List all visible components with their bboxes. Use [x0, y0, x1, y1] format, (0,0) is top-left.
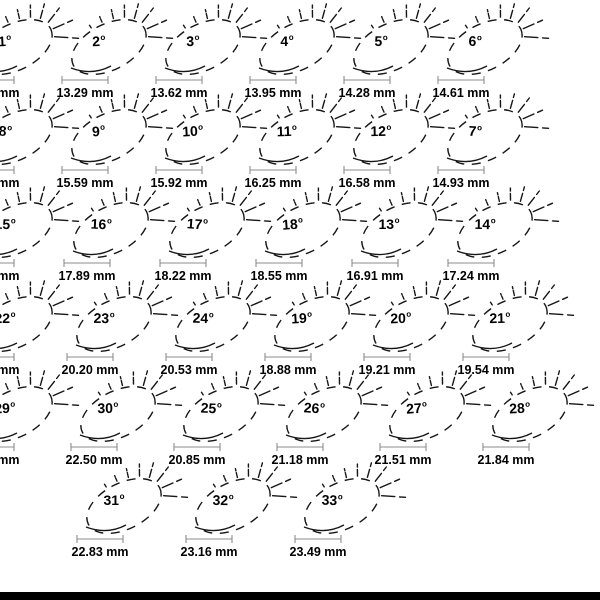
svg-text:15.59 mm: 15.59 mm: [57, 176, 114, 190]
svg-text:14.93 mm: 14.93 mm: [433, 176, 490, 190]
svg-text:15.92 mm: 15.92 mm: [151, 176, 208, 190]
svg-text:18.88 mm: 18.88 mm: [260, 363, 317, 377]
svg-text:22.50 mm: 22.50 mm: [66, 453, 123, 467]
svg-text:16.58 mm: 16.58 mm: [339, 176, 396, 190]
svg-text:22.17 mm: 22.17 mm: [0, 453, 19, 467]
svg-text:21.18 mm: 21.18 mm: [272, 453, 329, 467]
svg-text:23.16 mm: 23.16 mm: [181, 545, 238, 559]
svg-text:22.83 mm: 22.83 mm: [72, 545, 129, 559]
svg-text:19.87 mm: 19.87 mm: [0, 363, 19, 377]
svg-text:23.49 mm: 23.49 mm: [290, 545, 347, 559]
svg-text:21.84 mm: 21.84 mm: [478, 453, 535, 467]
svg-text:20.20 mm: 20.20 mm: [62, 363, 119, 377]
svg-text:18.22 mm: 18.22 mm: [155, 269, 212, 283]
svg-text:20.85 mm: 20.85 mm: [169, 453, 226, 467]
svg-text:20.53 mm: 20.53 mm: [161, 363, 218, 377]
svg-text:17.57 mm: 17.57 mm: [0, 269, 19, 283]
svg-text:16.25 mm: 16.25 mm: [245, 176, 302, 190]
svg-text:16.91 mm: 16.91 mm: [347, 269, 404, 283]
svg-text:14.61 mm: 14.61 mm: [433, 86, 490, 100]
svg-text:12.96 mm: 12.96 mm: [0, 86, 19, 100]
svg-text:21.51 mm: 21.51 mm: [375, 453, 432, 467]
svg-text:19.21 mm: 19.21 mm: [359, 363, 416, 377]
svg-text:13.29 mm: 13.29 mm: [57, 86, 114, 100]
svg-text:14.28 mm: 14.28 mm: [339, 86, 396, 100]
svg-text:13.62 mm: 13.62 mm: [151, 86, 208, 100]
svg-text:19.54 mm: 19.54 mm: [458, 363, 515, 377]
svg-text:13.95 mm: 13.95 mm: [245, 86, 302, 100]
svg-text:18.55 mm: 18.55 mm: [251, 269, 308, 283]
svg-text:17.89 mm: 17.89 mm: [59, 269, 116, 283]
svg-text:15.26 mm: 15.26 mm: [0, 176, 19, 190]
svg-text:17.24 mm: 17.24 mm: [443, 269, 500, 283]
